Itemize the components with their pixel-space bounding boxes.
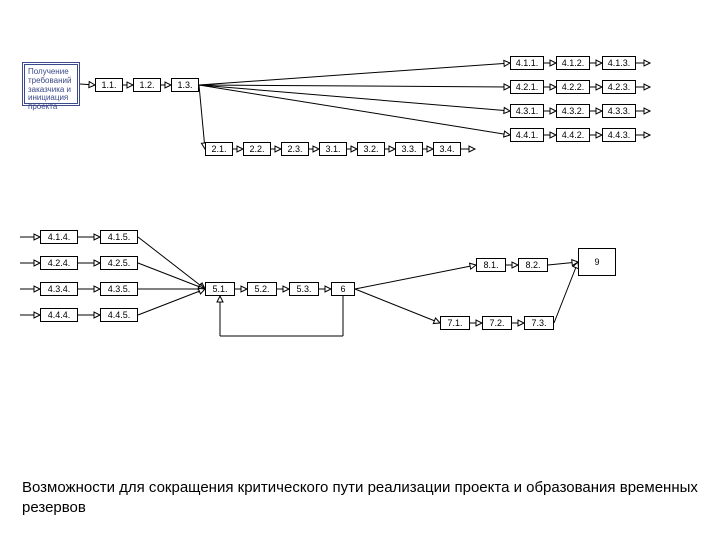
- start-node: Получение требований заказчика и инициац…: [22, 62, 80, 106]
- node-4-4-5-: 4.4.5.: [100, 308, 138, 322]
- node-4-3-3-: 4.3.3.: [602, 104, 636, 118]
- node-4-2-5-: 4.2.5.: [100, 256, 138, 270]
- node-4-2-2-: 4.2.2.: [556, 80, 590, 94]
- node-7-2-: 7.2.: [482, 316, 512, 330]
- node-3-3-: 3.3.: [395, 142, 423, 156]
- node-3-4-: 3.4.: [433, 142, 461, 156]
- node-4-3-4-: 4.3.4.: [40, 282, 78, 296]
- node-4-4-2-: 4.4.2.: [556, 128, 590, 142]
- node-4-2-1-: 4.2.1.: [510, 80, 544, 94]
- node-5-2-: 5.2.: [247, 282, 277, 296]
- node-4-3-2-: 4.3.2.: [556, 104, 590, 118]
- node-8-2-: 8.2.: [518, 258, 548, 272]
- node-1-3-: 1.3.: [171, 78, 199, 92]
- caption: Возможности для сокращения критического …: [22, 478, 698, 517]
- node-4-2-4-: 4.2.4.: [40, 256, 78, 270]
- node-2-3-: 2.3.: [281, 142, 309, 156]
- node-5-1-: 5.1.: [205, 282, 235, 296]
- node-4-4-1-: 4.4.1.: [510, 128, 544, 142]
- node-2-2-: 2.2.: [243, 142, 271, 156]
- node-2-1-: 2.1.: [205, 142, 233, 156]
- node-4-3-5-: 4.3.5.: [100, 282, 138, 296]
- node-4-1-5-: 4.1.5.: [100, 230, 138, 244]
- node-4-3-1-: 4.3.1.: [510, 104, 544, 118]
- node-4-1-4-: 4.1.4.: [40, 230, 78, 244]
- node-7-3-: 7.3.: [524, 316, 554, 330]
- node-4-1-2-: 4.1.2.: [556, 56, 590, 70]
- diagram-stage: { "canvas":{"w":720,"h":540,"bg":"#fffff…: [0, 0, 720, 540]
- node-4-1-1-: 4.1.1.: [510, 56, 544, 70]
- node-3-1-: 3.1.: [319, 142, 347, 156]
- node-5-3-: 5.3.: [289, 282, 319, 296]
- node-1-1-: 1.1.: [95, 78, 123, 92]
- node-4-2-3-: 4.2.3.: [602, 80, 636, 94]
- node-9: 9: [578, 248, 616, 276]
- node-7-1-: 7.1.: [440, 316, 470, 330]
- node-8-1-: 8.1.: [476, 258, 506, 272]
- node-6: 6: [331, 282, 355, 296]
- node-4-4-3-: 4.4.3.: [602, 128, 636, 142]
- node-4-4-4-: 4.4.4.: [40, 308, 78, 322]
- node-3-2-: 3.2.: [357, 142, 385, 156]
- node-1-2-: 1.2.: [133, 78, 161, 92]
- node-4-1-3-: 4.1.3.: [602, 56, 636, 70]
